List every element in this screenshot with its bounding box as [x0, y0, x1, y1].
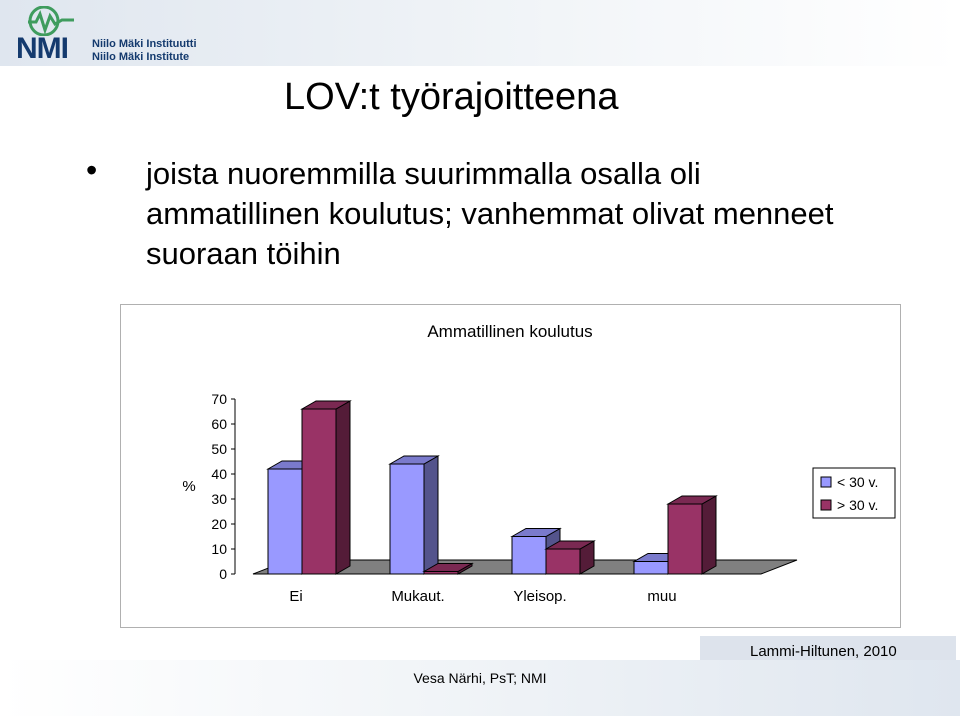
bar-under-30 [633, 561, 669, 575]
y-tick-label: 60 [211, 416, 227, 432]
bar-under-30 [267, 468, 303, 575]
x-tick-label: muu [647, 588, 676, 605]
legend-swatch [820, 476, 832, 488]
logo-wave-icon [28, 6, 74, 36]
bar-side [335, 400, 351, 575]
logo-name-fi: Niilo Mäki Instituutti [92, 38, 197, 50]
y-tick-label: 50 [211, 441, 227, 457]
bar-top [300, 400, 352, 410]
x-tick-label: Mukaut. [391, 588, 444, 605]
slide-title: LOV:t työrajoitteena [284, 76, 619, 118]
y-tick-label: 70 [211, 391, 227, 407]
chart-frame: Ammatillinen koulutus 0 10 20 30 40 50 60 70% Ei M… [120, 304, 901, 628]
y-tick-label: 10 [211, 541, 227, 557]
chart-title: Ammatillinen koulutus [427, 322, 592, 341]
y-tick-label: 20 [211, 516, 227, 532]
bar-top [544, 540, 596, 550]
x-tick-label: Yleisop. [513, 588, 566, 605]
nmi-logo: NMI Niilo Mäki Instituutti Niilo Mäki In… [14, 6, 244, 65]
bullet-marker: • [86, 152, 98, 188]
bar-under-30 [389, 463, 425, 575]
y-tick-label: 0 [219, 566, 227, 582]
source-citation: Lammi-Hiltunen, 2010 [750, 643, 897, 660]
legend-label: > 30 v. [837, 497, 878, 513]
footer-band [0, 660, 960, 716]
y-tick-label: 40 [211, 466, 227, 482]
bar-over-30 [667, 503, 703, 575]
bullet-text: joista nuoremmilla suurimmalla osalla ol… [146, 156, 834, 271]
bar-side [701, 495, 717, 575]
x-tick-label: Ei [289, 588, 302, 605]
legend-label: < 30 v. [837, 474, 878, 490]
y-axis-label: % [182, 478, 195, 495]
legend-swatch [820, 499, 832, 511]
bar-top [666, 495, 718, 505]
bar-top [422, 563, 474, 572]
bar-top [510, 528, 562, 537]
bar-over-30 [545, 548, 581, 575]
bar-over-30 [301, 408, 337, 575]
y-tick-label: 30 [211, 491, 227, 507]
bar-side [423, 455, 439, 575]
header-band [0, 0, 960, 66]
bar-chart: Ammatillinen koulutus 0 10 20 30 40 50 60 70% Ei M… [182, 322, 896, 605]
logo-abbr: NMI [16, 32, 69, 65]
logo-name-en: Niilo Mäki Institute [92, 51, 190, 63]
bar-top [388, 455, 440, 465]
footer-author: Vesa Närhi, PsT; NMI [413, 670, 547, 686]
bar-under-30 [511, 536, 547, 575]
